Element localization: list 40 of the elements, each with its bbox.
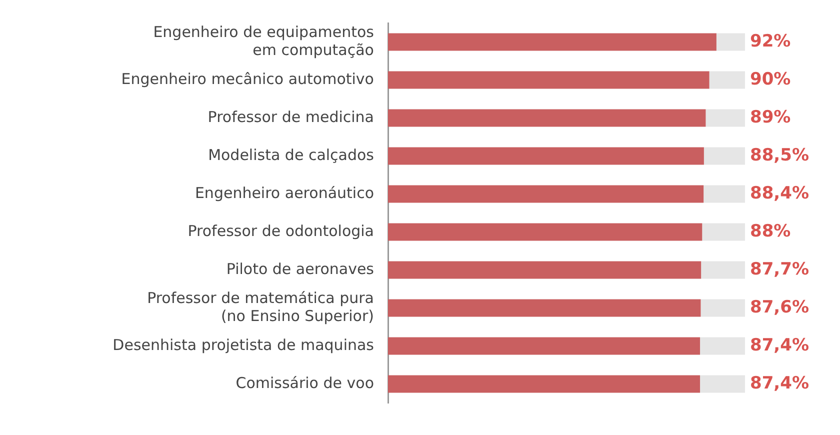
y-tick-label: Engenheiro aeronáutico — [194, 184, 374, 202]
bar — [388, 261, 702, 279]
y-tick-label: Piloto de aeronaves — [226, 260, 374, 278]
data-label: 87,6% — [750, 297, 809, 318]
data-label: 89% — [750, 107, 791, 128]
bar — [388, 185, 704, 203]
data-label: 88,4% — [750, 183, 809, 204]
data-label: 92% — [750, 31, 791, 52]
bar — [388, 33, 716, 51]
bar — [700, 375, 745, 393]
bar — [704, 147, 745, 165]
y-tick-label: Professor de odontologia — [188, 222, 374, 240]
bar — [704, 185, 745, 203]
bar — [709, 71, 745, 89]
bar — [701, 261, 745, 279]
data-label: 88,5% — [750, 145, 809, 166]
bar — [716, 33, 745, 51]
y-tick-label: Professor de matemática pura (no Ensino Superior) — [147, 288, 374, 325]
bar — [388, 223, 702, 241]
bar — [388, 147, 704, 165]
y-tick-label: Desenhista projetista de maquinas — [112, 336, 374, 354]
y-tick-label: Modelista de calçados — [208, 146, 374, 164]
bar — [388, 109, 706, 127]
data-label: 87,7% — [750, 259, 809, 280]
bar — [700, 299, 745, 317]
y-tick-label: Engenheiro mecânico automotivo — [121, 70, 374, 88]
data-label: 90% — [750, 69, 791, 90]
data-label: 87,4% — [750, 373, 809, 394]
data-label: 88% — [750, 221, 791, 242]
bar — [388, 71, 710, 89]
y-tick-label: Professor de medicina — [208, 108, 374, 126]
bar — [388, 299, 701, 317]
bar — [706, 109, 745, 127]
y-tick-label: Comissário de voo — [236, 374, 374, 392]
y-tick-label: Engenheiro de equipamentos em computação — [153, 22, 374, 59]
bar — [388, 337, 700, 355]
bar — [388, 375, 700, 393]
bar — [702, 223, 745, 241]
data-label: 87,4% — [750, 335, 809, 356]
bar — [700, 337, 745, 355]
